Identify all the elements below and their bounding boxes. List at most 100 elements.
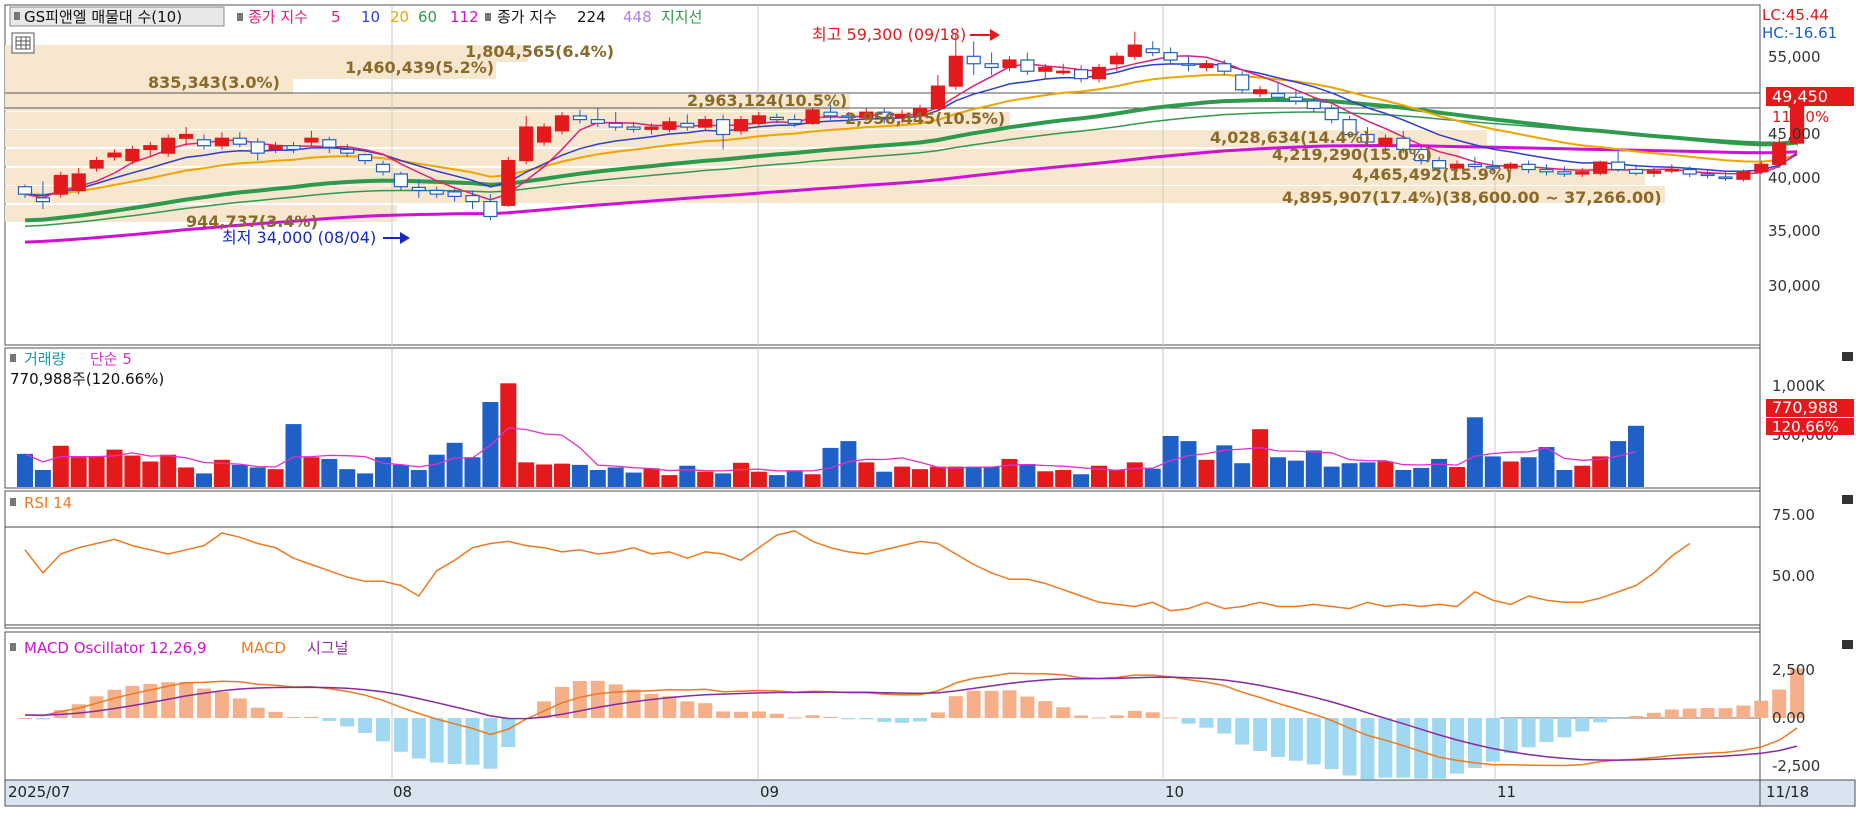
candle-body — [1270, 92, 1286, 98]
legend-ma20: 20 — [390, 8, 409, 26]
candle-body — [912, 107, 928, 117]
volume-bar — [912, 469, 928, 487]
macd-legend: MACD Oscillator 12,26,9 MACD 시그널 — [10, 639, 348, 657]
macd-oscillator-bar — [1629, 716, 1643, 718]
close-icon[interactable] — [1842, 495, 1853, 504]
volume-bar — [124, 455, 141, 487]
macd-oscillator-bar — [787, 717, 802, 719]
hc-value: HC:-16.61 — [1762, 24, 1837, 42]
macd-oscillator-bar — [340, 718, 355, 727]
candle-body — [1682, 168, 1697, 175]
volume-bar — [643, 468, 660, 487]
candle-body — [1181, 63, 1196, 66]
macd-legend-signal[interactable]: 시그널 — [307, 639, 348, 657]
candle-body — [196, 139, 212, 147]
volume-pct-bg — [1766, 418, 1854, 435]
candle-body — [71, 173, 86, 191]
legend-ma-label2[interactable]: 종가 지수 — [497, 8, 557, 26]
volume-profile-band — [5, 205, 397, 222]
candle-body — [1360, 133, 1375, 143]
volume-bar — [1628, 425, 1644, 487]
legend-title[interactable]: GS피앤엘 매물대 수(10) — [24, 8, 182, 26]
profile-label: 4,219,290(15.0%) — [1272, 145, 1432, 164]
candle-body — [715, 119, 731, 136]
macd-oscillator-bar — [1539, 718, 1554, 742]
volume-bar — [947, 466, 964, 487]
candle-body — [590, 119, 605, 124]
candle-body — [1485, 165, 1500, 169]
pct-badge: 11.50% — [1772, 108, 1829, 126]
macd-legend-osc[interactable]: MACD Oscillator 12,26,9 — [24, 639, 207, 657]
volume-bar — [1413, 467, 1430, 487]
volume-legend-ma[interactable]: 단순 5 — [90, 350, 132, 368]
candle-body — [125, 148, 140, 162]
close-icon[interactable] — [1842, 352, 1853, 361]
volume-bar — [1538, 447, 1555, 487]
candle-body — [232, 137, 247, 145]
x-tick: 11 — [1497, 783, 1516, 801]
volume-bar — [1431, 458, 1448, 487]
volume-bar — [589, 470, 606, 487]
legend-ma224: 224 — [577, 8, 606, 26]
macd-oscillator-bar — [250, 707, 265, 718]
volume-legend-name[interactable]: 거래량 — [24, 350, 66, 368]
macd-oscillator-bar — [1521, 718, 1536, 748]
candle-body — [143, 145, 158, 151]
y-tick: 1,000K — [1772, 377, 1826, 395]
macd-oscillator-bar — [429, 718, 444, 763]
macd-oscillator-bar — [1467, 718, 1482, 768]
candle-body — [304, 137, 319, 143]
volume-bar — [231, 464, 248, 487]
candle-body — [984, 63, 999, 69]
volume-profile-band — [5, 78, 293, 95]
macd-oscillator-bar — [501, 718, 516, 748]
macd-oscillator-bar — [680, 701, 695, 718]
candle-body — [161, 137, 176, 154]
macd-oscillator-bar — [1485, 718, 1500, 762]
candle-body — [1324, 107, 1339, 121]
macd-legend-macd[interactable]: MACD — [241, 639, 286, 657]
volume-bar — [249, 467, 266, 487]
volume-bar — [1252, 429, 1269, 487]
legend-support[interactable]: 지지선 — [661, 8, 702, 26]
close-icon[interactable] — [1842, 640, 1853, 649]
macd-oscillator-bar — [18, 718, 32, 719]
candle-body — [214, 137, 229, 147]
volume-bar — [518, 462, 535, 487]
macd-oscillator-bar — [716, 711, 731, 718]
table-toggle-button[interactable] — [11, 32, 35, 54]
macd-oscillator-bar — [1109, 715, 1124, 718]
candle-body — [1772, 142, 1787, 165]
volume-bar — [106, 449, 123, 487]
volume-bar — [196, 473, 212, 487]
legend-ma-label[interactable]: 종가 지수 — [248, 8, 308, 26]
candle-body — [429, 189, 444, 195]
volume-bar — [213, 459, 230, 487]
candle-body — [1306, 100, 1321, 110]
volume-bar — [1091, 465, 1107, 487]
macd-oscillator-bar — [537, 701, 552, 718]
ma60-line — [24, 111, 1798, 227]
macd-oscillator-bar — [1664, 709, 1679, 718]
macd-oscillator-bar — [1646, 712, 1661, 718]
volume-bar — [17, 453, 33, 487]
macd-oscillator-bar — [465, 718, 480, 765]
x-axis-bar — [4, 779, 1856, 807]
macd-oscillator-bar — [1163, 717, 1178, 719]
rsi-legend-label[interactable]: RSI 14 — [24, 494, 72, 512]
candle-body — [1020, 59, 1035, 72]
volume-profile-band — [5, 94, 850, 111]
volume-bar — [894, 466, 911, 487]
candle-body — [1449, 163, 1465, 169]
volume-profile-labels: 1,804,565(6.4%) 1,460,439(5.2%) 835,343(… — [148, 42, 1662, 231]
volume-bar — [1162, 436, 1179, 487]
volume-bar — [536, 464, 553, 487]
candle-body — [1646, 170, 1662, 174]
candle-body — [1593, 161, 1608, 174]
x-axis: 2025/07 08 09 10 11 11/18 — [8, 783, 1809, 801]
volume-bar — [1395, 470, 1412, 487]
volume-bar — [285, 424, 302, 487]
y-tick: 50.00 — [1772, 567, 1815, 585]
volume-badge: 770,988 — [1772, 398, 1838, 417]
macd-oscillator-bar — [214, 691, 229, 718]
